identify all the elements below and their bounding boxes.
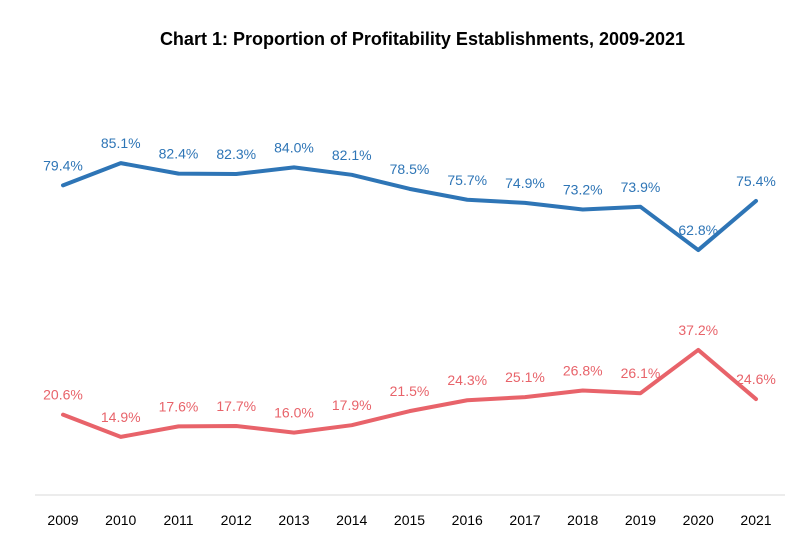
x-tick-label: 2015 (394, 512, 425, 528)
data-label: 73.2% (563, 182, 603, 198)
data-label: 82.3% (216, 146, 256, 162)
data-label: 17.9% (332, 397, 372, 413)
data-label: 17.6% (159, 398, 199, 414)
data-label: 16.0% (274, 405, 314, 421)
data-label: 78.5% (390, 161, 430, 177)
x-tick-label: 2017 (509, 512, 540, 528)
data-label: 26.8% (563, 362, 603, 378)
x-tick-label: 2014 (336, 512, 367, 528)
data-label: 26.1% (621, 365, 661, 381)
data-label: 82.1% (332, 147, 372, 163)
x-tick-label: 2010 (105, 512, 136, 528)
data-label: 75.4% (736, 173, 776, 189)
data-label: 73.9% (621, 179, 661, 195)
x-tick-label: 2013 (278, 512, 309, 528)
data-label: 24.6% (736, 371, 776, 387)
data-label: 79.4% (43, 157, 83, 173)
data-label: 74.9% (505, 175, 545, 191)
x-tick-label: 2012 (221, 512, 252, 528)
data-label: 24.3% (447, 372, 487, 388)
x-tick-label: 2020 (683, 512, 714, 528)
data-label: 21.5% (390, 383, 430, 399)
x-tick-label: 2016 (452, 512, 483, 528)
data-label: 25.1% (505, 369, 545, 385)
data-label: 85.1% (101, 135, 141, 151)
data-label: 84.0% (274, 139, 314, 155)
data-label: 14.9% (101, 409, 141, 425)
chart-title: Chart 1: Proportion of Profitability Est… (159, 29, 686, 49)
data-label: 75.7% (447, 172, 487, 188)
data-label: 62.8% (678, 222, 718, 238)
x-tick-label: 2009 (47, 512, 78, 528)
data-label: 17.7% (216, 398, 256, 414)
data-label: 20.6% (43, 387, 83, 403)
x-tick-label: 2019 (625, 512, 656, 528)
data-label: 37.2% (678, 322, 718, 338)
x-tick-label: 2018 (567, 512, 598, 528)
x-tick-label: 2021 (740, 512, 771, 528)
x-tick-label: 2011 (163, 512, 193, 528)
data-label: 82.4% (159, 146, 199, 162)
